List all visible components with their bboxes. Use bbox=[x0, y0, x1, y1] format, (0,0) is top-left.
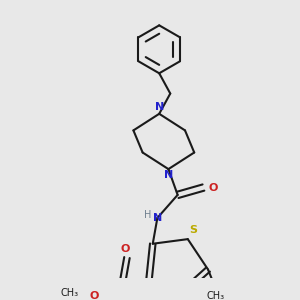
Text: S: S bbox=[190, 224, 198, 235]
Text: H: H bbox=[145, 210, 152, 220]
Text: O: O bbox=[209, 182, 218, 193]
Text: CH₃: CH₃ bbox=[206, 291, 224, 300]
Text: N: N bbox=[153, 213, 162, 223]
Text: O: O bbox=[90, 291, 99, 300]
Text: O: O bbox=[120, 244, 130, 254]
Text: N: N bbox=[164, 170, 173, 180]
Text: N: N bbox=[154, 102, 164, 112]
Text: CH₃: CH₃ bbox=[61, 288, 79, 298]
